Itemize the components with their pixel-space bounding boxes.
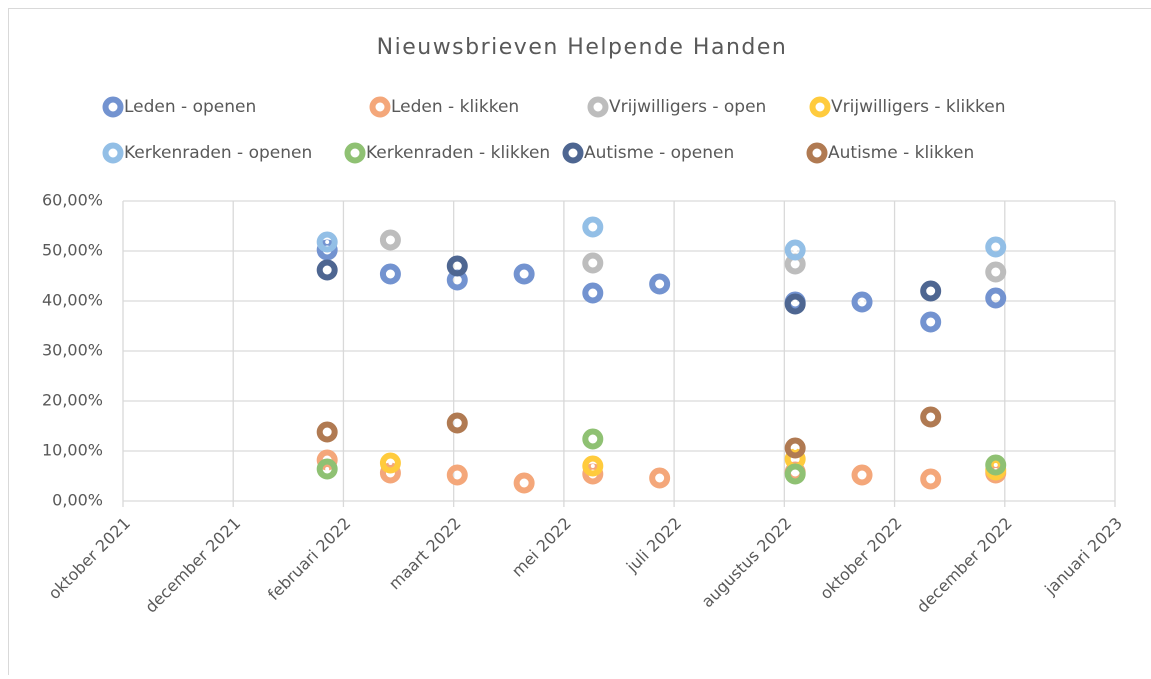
legend-label: Kerkenraden - klikken <box>366 143 550 163</box>
point-center <box>591 291 595 295</box>
legend-marker-center <box>378 105 382 109</box>
point-center <box>455 264 459 268</box>
legend-label: Autisme - klikken <box>828 143 974 163</box>
legend-marker-center <box>111 105 115 109</box>
point-center <box>388 272 392 276</box>
point-center <box>658 282 662 286</box>
point-center <box>522 481 526 485</box>
y-tick-label: 50,00% <box>42 241 103 260</box>
point-center <box>929 289 933 293</box>
point-center <box>388 461 392 465</box>
point-center <box>325 240 329 244</box>
point-center <box>522 272 526 276</box>
y-tick-label: 30,00% <box>42 341 103 360</box>
point-center <box>591 437 595 441</box>
y-tick-label: 40,00% <box>42 291 103 310</box>
legend-label: Vrijwilligers - klikken <box>831 97 1006 117</box>
legend-label: Vrijwilligers - open <box>609 97 766 117</box>
point-center <box>793 472 797 476</box>
legend-marker-center <box>818 105 822 109</box>
legend-label: Leden - klikken <box>391 97 519 117</box>
legend-marker-center <box>815 151 819 155</box>
point-center <box>860 300 864 304</box>
legend-label: Kerkenraden - openen <box>124 143 312 163</box>
point-center <box>591 464 595 468</box>
point-center <box>455 421 459 425</box>
point-center <box>994 245 998 249</box>
legend-marker-center <box>571 151 575 155</box>
point-center <box>860 473 864 477</box>
point-center <box>325 268 329 272</box>
point-center <box>929 477 933 481</box>
legend-label: Leden - openen <box>124 97 256 117</box>
point-center <box>325 430 329 434</box>
y-tick-label: 20,00% <box>42 391 103 410</box>
y-tick-label: 10,00% <box>42 441 103 460</box>
legend-marker-center <box>596 105 600 109</box>
y-tick-label: 60,00% <box>42 191 103 210</box>
point-center <box>591 261 595 265</box>
chart-title: Nieuwsbrieven Helpende Handen <box>377 35 788 60</box>
point-center <box>325 467 329 471</box>
point-center <box>793 302 797 306</box>
point-center <box>994 296 998 300</box>
point-center <box>455 473 459 477</box>
point-center <box>994 270 998 274</box>
point-center <box>929 320 933 324</box>
point-center <box>793 446 797 450</box>
point-center <box>591 225 595 229</box>
point-center <box>388 238 392 242</box>
point-center <box>455 278 459 282</box>
point-center <box>793 262 797 266</box>
point-center <box>658 476 662 480</box>
point-center <box>793 248 797 252</box>
point-center <box>994 463 998 467</box>
legend-marker-center <box>353 151 357 155</box>
legend-marker-center <box>111 151 115 155</box>
point-center <box>929 415 933 419</box>
legend-label: Autisme - openen <box>584 143 734 163</box>
y-tick-label: 0,00% <box>52 491 103 510</box>
